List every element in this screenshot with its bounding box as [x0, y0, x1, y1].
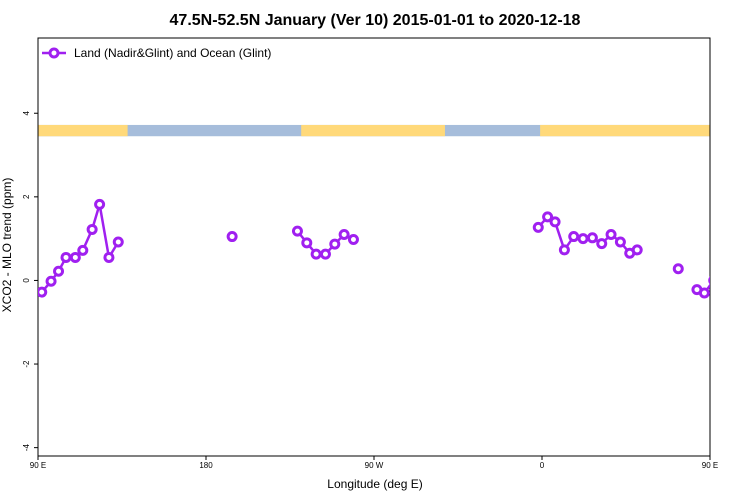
- data-point: [112, 236, 124, 248]
- data-point: [672, 263, 684, 275]
- data-point: [53, 265, 65, 277]
- data-point: [577, 233, 589, 245]
- data-point: [226, 231, 238, 243]
- data-point: [103, 251, 115, 263]
- data-point: [698, 287, 710, 299]
- data-point: [728, 253, 736, 261]
- data-point: [69, 251, 81, 263]
- data-point: [291, 225, 303, 237]
- data-point: [86, 223, 98, 235]
- data-point: [549, 216, 561, 228]
- x-tick-label: 180: [199, 461, 213, 470]
- land-band: [540, 124, 710, 137]
- data-point: [596, 238, 608, 250]
- land-band: [38, 124, 128, 137]
- y-tick-label: -2: [22, 360, 31, 368]
- x-tick-label: 0: [540, 461, 545, 470]
- data-point: [45, 275, 57, 287]
- data-point: [301, 237, 313, 249]
- data-point: [77, 244, 89, 256]
- data-point: [631, 244, 643, 256]
- y-tick-label: -4: [22, 444, 31, 452]
- data-point: [329, 238, 341, 250]
- data-point: [542, 211, 554, 223]
- series-layer: [38, 198, 746, 299]
- chart-title: 47.5N-52.5N January (Ver 10) 2015-01-01 …: [170, 12, 581, 29]
- data-point: [347, 233, 359, 245]
- data-point: [38, 286, 48, 298]
- y-tick-label: 4: [22, 110, 31, 115]
- data-point: [614, 236, 626, 248]
- plot-frame: [37, 37, 711, 457]
- axis-ticks: 90 E 180 90 W 0 90 E -4 -2 0 2 4: [22, 110, 718, 470]
- x-tick-label: 90 E: [702, 461, 718, 470]
- legend-label: Land (Nadir&Glint) and Ocean (Glint): [74, 46, 271, 60]
- data-point: [605, 228, 617, 240]
- data-point: [60, 251, 72, 263]
- data-point: [94, 198, 106, 210]
- y-tick-label: 0: [22, 278, 31, 283]
- data-point: [310, 248, 322, 260]
- data-point: [708, 276, 710, 285]
- data-point: [532, 221, 544, 233]
- data-point: [738, 253, 746, 261]
- land-band: [301, 124, 445, 137]
- surface-band: [38, 124, 750, 137]
- x-axis-label: Longitude (deg E): [327, 477, 422, 491]
- data-point: [586, 232, 598, 244]
- data-point: [338, 228, 350, 240]
- data-point: [319, 248, 331, 260]
- y-axis-label: XCO2 - MLO trend (ppm): [0, 178, 14, 313]
- data-point: [568, 231, 580, 243]
- legend: Land (Nadir&Glint) and Ocean (Glint): [42, 46, 271, 60]
- data-point: [719, 267, 727, 275]
- series-line: [696, 283, 710, 295]
- legend-marker-swatch: [48, 47, 60, 59]
- data-point: [558, 244, 570, 256]
- land-band: [716, 125, 750, 136]
- x-tick-label: 90 E: [30, 461, 46, 470]
- y-tick-label: 2: [22, 194, 31, 199]
- x-tick-label: 90 W: [365, 461, 384, 470]
